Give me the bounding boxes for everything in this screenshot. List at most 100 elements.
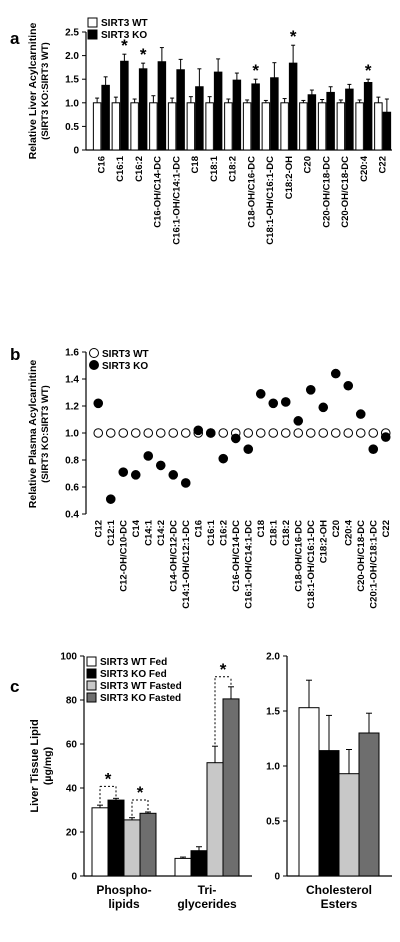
panel-c-right-category-label: Cholesterol <box>306 883 372 897</box>
panel-a-category-label: C16:2 <box>134 156 145 182</box>
panel-b-ytick-label: 1.4 <box>65 375 79 386</box>
panel-c-ytick-label: 100 <box>60 652 77 663</box>
panel-b-category-label: C18:1-OH/C16:1-DC <box>306 520 317 609</box>
panel-b-category-label: C16:1 <box>206 519 217 546</box>
panel-a-bar-ko <box>120 60 129 151</box>
panel-b-category-label: C20-OH/C18-DC <box>356 520 367 592</box>
panel-b-point-ko <box>230 433 241 444</box>
panel-b-point-wt <box>143 428 154 438</box>
panel-b-point-ko <box>305 385 316 395</box>
panel-c-right-ytick-label: 0.5 <box>266 817 280 828</box>
panel-c-legend-label: SIRT3 KO Fasted <box>100 693 181 704</box>
panel-a-star: * <box>252 61 259 80</box>
panel-a-category-label: C20-OH/C18-DC <box>340 156 351 228</box>
panel-b-point-ko <box>105 494 116 504</box>
panel-a-category-label: C18:2 <box>228 156 239 182</box>
panel-b-ytick-label: 1.6 <box>65 348 79 359</box>
panel-a-bar-ko <box>157 61 167 151</box>
panel-b-ytick-label: 0.6 <box>65 483 79 494</box>
panel-c-category-label: Phospho- <box>96 883 151 897</box>
panel-b-point-ko <box>293 416 304 426</box>
panel-a-bar-wt <box>205 102 214 151</box>
panel-a-category-label: C18:2-OH <box>284 156 295 199</box>
panel-a-category-label: C18-OH/C16-DC <box>246 156 257 228</box>
panel-b-point-ko <box>255 389 266 399</box>
panel-b-category-label: C16-OH/C14-DC <box>231 520 242 592</box>
panel-a-bar-ko <box>307 94 317 151</box>
panel-b-point-ko <box>93 398 104 409</box>
panel-a-category-label: C18:1-OH/C16:1-DC <box>265 156 276 245</box>
panel-a-ytick-label: 2.0 <box>65 51 79 62</box>
panel-a-star: * <box>121 36 128 55</box>
panel-b-category-label: C14 <box>131 519 142 537</box>
panel-a-bar-wt <box>224 102 233 151</box>
panel-c-bar <box>107 799 125 877</box>
panel-c-category-label: glycerides <box>177 897 237 911</box>
panel-b-ytick-label: 0.4 <box>65 510 79 521</box>
panel-c-right-ytick-label: 2.0 <box>266 652 280 663</box>
panel-c-bar <box>222 698 240 877</box>
panel-a-star: * <box>365 61 372 80</box>
panel-a-legend-label: SIRT3 WT <box>101 18 148 29</box>
panel-b-ylabel2: (SIRT3 KO:SIRT3 WT) <box>40 385 51 483</box>
panel-a-bar-ko <box>176 69 185 151</box>
panel-a-bar-ko <box>382 111 392 151</box>
panel-b-point-ko <box>143 451 154 461</box>
panel-a-category-label: C20:4 <box>359 155 370 182</box>
panel-c-legend-label: SIRT3 WT Fasted <box>100 681 182 692</box>
panel-b-point-wt <box>118 428 129 438</box>
panel-a-ytick-label: 0 <box>73 146 79 157</box>
panel-b-point-wt <box>180 428 191 438</box>
panel-b-category-label: C12-OH/C10-DC <box>118 520 129 592</box>
panel-a-bar-wt <box>317 102 327 151</box>
panel-b-category-label: C18 <box>256 520 267 537</box>
panel-c-star: * <box>137 783 144 802</box>
panel-b-point-wt <box>343 428 354 438</box>
panel-b-category-label: C14-OH/C12-DC <box>168 520 179 592</box>
panel-b-point-ko <box>268 398 279 409</box>
panel-b-ytick-label: 1.2 <box>65 402 79 413</box>
panel-c-right-ytick-label: 1.5 <box>266 707 280 718</box>
panel-b-legend-marker <box>89 360 99 370</box>
panel-label-c: c <box>10 677 19 696</box>
panel-a-bar-ko <box>251 83 260 151</box>
panel-b-point-ko <box>343 380 354 391</box>
panel-b-point-wt <box>330 428 341 438</box>
panel-c-legend-swatch <box>86 680 97 691</box>
panel-b-category-label: C22 <box>381 520 392 537</box>
panel-a-bar-ko <box>213 71 223 151</box>
panel-b-category-label: C20:1-OH/C18:1-DC <box>368 520 379 609</box>
panel-a-ylabel: Relative Liver Acylcarnitine <box>27 22 39 159</box>
panel-b-point-wt <box>105 428 116 438</box>
panel-a-bar-ko <box>288 62 298 151</box>
panel-c-legend-swatch <box>86 692 97 703</box>
panel-a-bar-ko <box>270 77 279 151</box>
panel-b-point-ko <box>355 409 366 419</box>
panel-a-ytick-label: 1.0 <box>65 98 79 109</box>
panel-a-bar-wt <box>355 102 364 151</box>
panel-c-bar <box>174 857 192 877</box>
panel-c-ylabel: Liver Tissue Lipid <box>29 719 41 812</box>
panel-a-category-label: C16 <box>96 156 107 173</box>
panel-b-category-label: C14:1-OH/C12:1-DC <box>181 520 192 609</box>
panel-a-bar-wt <box>374 102 383 151</box>
panel-b-category-label: C16:1-OH/C14:1-DC <box>243 520 254 609</box>
panel-c-right-ytick-label: 1.0 <box>266 762 280 773</box>
panel-b-category-label: C12:1 <box>106 519 117 546</box>
panel-a-bar-wt <box>280 102 289 151</box>
panel-b-point-wt <box>368 428 379 438</box>
panel-b-point-ko <box>118 467 129 477</box>
panel-b-point-wt <box>305 428 316 438</box>
panel-b-category-label: C14:2 <box>156 520 167 546</box>
panel-b-category-label: C18:1 <box>268 519 279 546</box>
panel-a-bar-wt <box>261 102 271 151</box>
panel-b-category-label: C16:2 <box>218 520 229 546</box>
panel-a-category-label: C18:1 <box>209 155 220 182</box>
panel-a-star: * <box>290 27 297 46</box>
panel-b-point-ko <box>180 478 191 488</box>
panel-b-point-ko <box>193 425 204 436</box>
panel-a-bar-ko <box>101 84 110 151</box>
panel-b-legend-label: SIRT3 KO <box>102 361 148 372</box>
panel-a-bar-ko <box>363 82 373 151</box>
panel-a-category-label: C16:1 <box>115 155 126 182</box>
